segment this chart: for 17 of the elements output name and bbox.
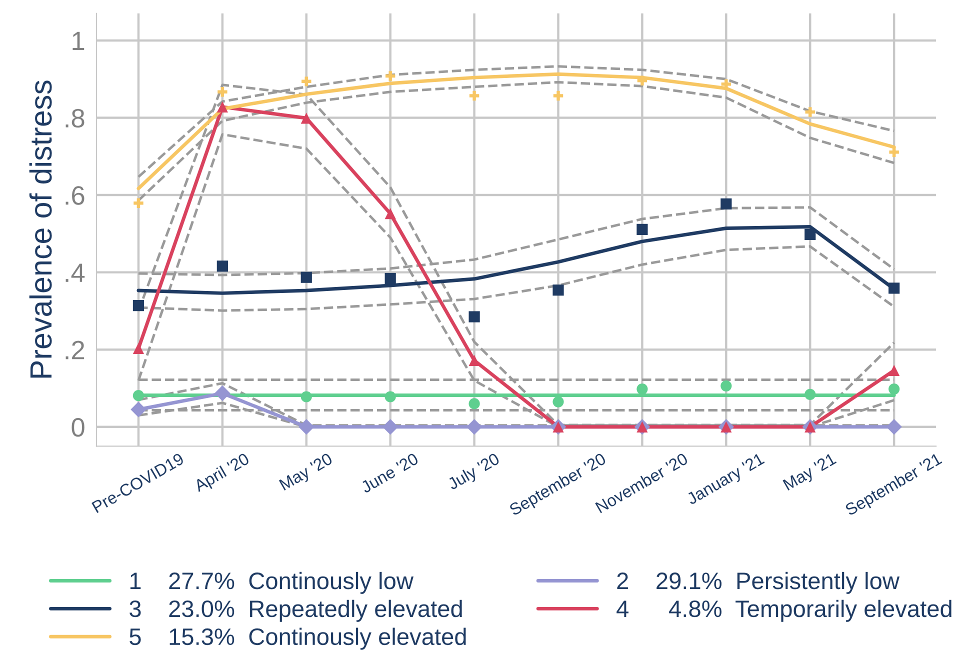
- y-tick-label: .8: [66, 108, 84, 128]
- y-tick-label: .6: [66, 186, 84, 205]
- x-tick-label: June '20: [360, 452, 420, 494]
- y-axis-title: Prevalence of distress: [29, 80, 52, 378]
- legend-label: 3 23.0% Repeatedly elevated: [130, 600, 462, 622]
- x-tick-label: July '20: [446, 452, 502, 494]
- y-tick-label: 0: [72, 418, 84, 437]
- x-tick-label: May '21: [782, 452, 838, 494]
- x-tick-label: May '20: [278, 452, 335, 494]
- legend-label: 4 4.8% Temporarily elevated: [616, 600, 952, 622]
- y-tick-label: .4: [66, 264, 85, 282]
- x-tick-label: April '20: [192, 452, 252, 496]
- legend-label: 2 29.1% Persistently low: [617, 572, 900, 594]
- y-tick-label: 1: [72, 32, 84, 50]
- legend-label: 1 27.7% Continously low: [130, 572, 414, 594]
- y-tick-label: .2: [66, 340, 84, 360]
- legend-label: 5 15.3% Continously elevated: [130, 628, 466, 650]
